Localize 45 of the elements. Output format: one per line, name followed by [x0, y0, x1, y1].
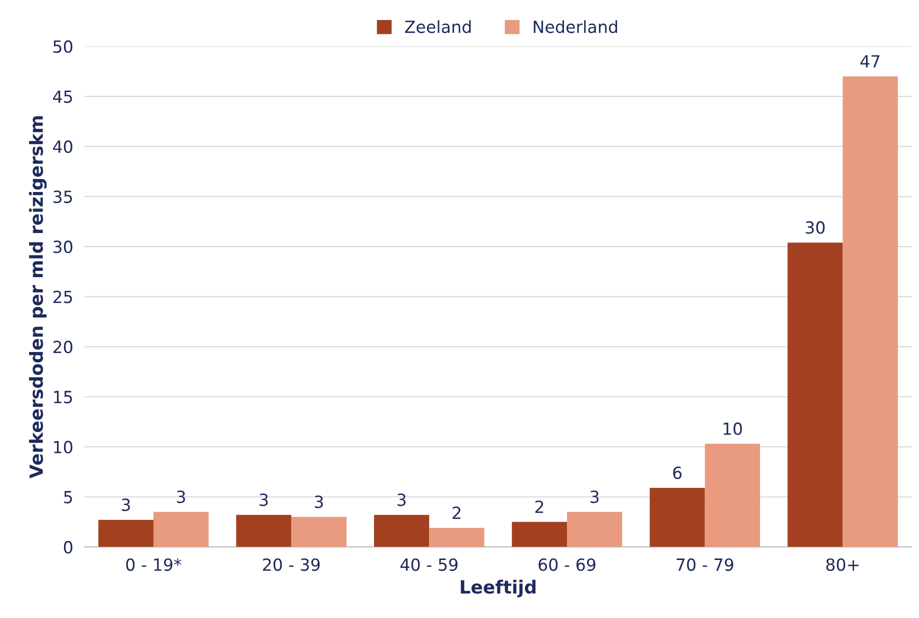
legend-label: Nederland — [534, 20, 618, 34]
x-tick-label: 0 - 19* — [126, 558, 182, 571]
bar — [374, 514, 430, 547]
x-axis-title: Leeftijd — [460, 580, 536, 598]
bar — [236, 514, 292, 547]
y-tick-label: 5 — [64, 491, 72, 504]
data-label: 30 — [806, 221, 825, 234]
y-tick-label: 10 — [54, 440, 72, 454]
data-label: 6 — [673, 466, 682, 480]
data-label: 3 — [590, 490, 599, 504]
data-label: 3 — [314, 496, 323, 508]
bar — [788, 242, 843, 547]
y-tick-label: 40 — [53, 140, 72, 154]
y-tick-label: 0 — [64, 540, 72, 554]
data-label: 3 — [398, 494, 406, 506]
data-label: 10 — [724, 422, 742, 436]
bar — [704, 444, 760, 547]
data-label: 2 — [452, 506, 460, 519]
y-tick-label: 25 — [53, 290, 72, 304]
bar — [291, 516, 346, 547]
bar — [153, 512, 209, 547]
y-tick-label: 15 — [54, 390, 72, 404]
x-tick-label: 70 - 79 — [676, 558, 734, 571]
y-tick-label: 35 — [54, 190, 72, 204]
bar — [429, 528, 484, 547]
data-label: 3 — [260, 494, 268, 506]
bar — [650, 488, 705, 547]
x-tick-label: 20 - 39 — [263, 558, 320, 571]
y-tick-label: 50 — [54, 40, 72, 53]
y-axis-title: Verkeersdoden per mld reizigerskm — [29, 116, 47, 478]
x-tick-label: 60 - 69 — [538, 558, 596, 571]
y-tick-label: 45 — [53, 90, 72, 103]
x-tick-label: 80+ — [826, 558, 859, 571]
bar — [98, 520, 154, 547]
bar — [842, 76, 898, 547]
data-label: 3 — [122, 498, 130, 512]
legend-label: Zeeland — [405, 20, 471, 34]
bar — [512, 522, 568, 547]
data-label: 47 — [860, 55, 880, 68]
data-label: 3 — [177, 490, 186, 504]
bar — [567, 512, 622, 547]
data-label: 2 — [535, 500, 544, 513]
y-tick-label: 20 — [53, 340, 72, 354]
y-tick-label: 30 — [54, 240, 72, 254]
x-tick-label: 40 - 59 — [400, 558, 458, 571]
